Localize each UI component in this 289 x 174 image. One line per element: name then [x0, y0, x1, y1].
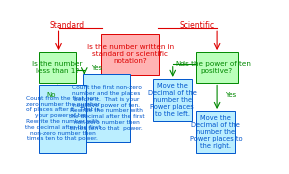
Text: Move the
Decimal of the
number the
Power places
to the left.: Move the Decimal of the number the Power… — [148, 83, 197, 117]
FancyBboxPatch shape — [196, 52, 238, 83]
Text: Is the power of ten
positive?: Is the power of ten positive? — [183, 61, 251, 74]
Text: Is the number
less than 1?: Is the number less than 1? — [32, 61, 83, 74]
Text: Yes: Yes — [225, 92, 237, 98]
FancyBboxPatch shape — [83, 74, 130, 142]
Text: Count the first non-zero
number and the places
before it.  That is your
negative: Count the first non-zero number and the … — [69, 85, 144, 131]
Text: Move the
Decimal of the
number the
Power places to
the right.: Move the Decimal of the number the Power… — [190, 115, 242, 149]
Text: Yes: Yes — [91, 65, 102, 72]
FancyBboxPatch shape — [101, 34, 159, 75]
Text: Scientific: Scientific — [180, 21, 215, 30]
Text: Is the number written in
standard or scientific
notation?: Is the number written in standard or sci… — [87, 44, 174, 64]
FancyBboxPatch shape — [39, 85, 86, 153]
Text: Count from the first non-
zero number the number
of places after it.  That is
yo: Count from the first non- zero number th… — [25, 96, 100, 141]
Text: No: No — [47, 92, 56, 98]
Text: No: No — [176, 61, 185, 67]
FancyBboxPatch shape — [39, 52, 76, 83]
Text: Standard: Standard — [50, 21, 85, 30]
FancyBboxPatch shape — [153, 79, 192, 121]
FancyBboxPatch shape — [196, 111, 236, 153]
